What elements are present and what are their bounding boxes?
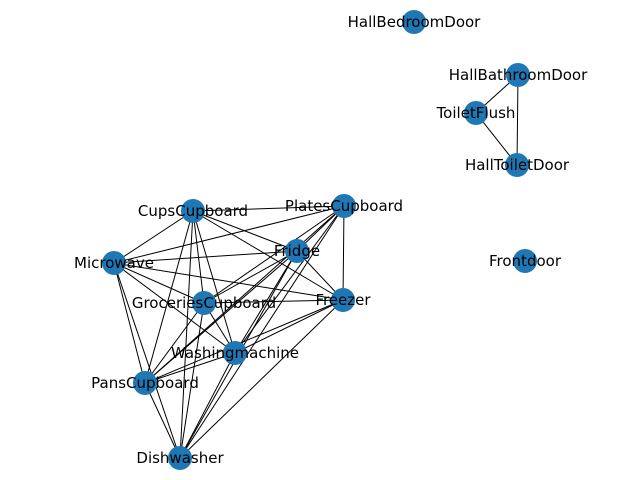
node-plates-cupboard [332, 194, 356, 218]
edge [113, 262, 236, 354]
node-label-washingmachine: Washingmachine [171, 344, 299, 362]
node-pans-cupboard [133, 371, 157, 395]
edge [113, 205, 345, 264]
edge [113, 262, 181, 459]
edge [144, 302, 205, 384]
node-label-freezer: Freezer [315, 291, 371, 309]
edge [144, 250, 298, 384]
edge [234, 299, 344, 354]
node-label-hall-toilet-door: HallToiletDoor [465, 156, 570, 174]
labels-layer: HallBedroomDoor HallBathroomDoor ToiletFlu… [74, 13, 588, 467]
edge [144, 299, 344, 384]
edge [203, 205, 345, 304]
node-label-hall-bedroom-door: HallBedroomDoor [348, 13, 482, 31]
node-label-microwave: Microwave [74, 254, 154, 272]
edge [203, 299, 344, 304]
edge [192, 210, 344, 301]
node-label-frontdoor: Frontdoor [489, 252, 562, 270]
edge [179, 352, 236, 459]
node-hall-bathroom-door [506, 63, 530, 87]
nodes-layer [102, 10, 537, 470]
node-label-toilet-flush: ToiletFlush [436, 104, 516, 122]
edge [179, 205, 345, 459]
node-label-hall-bathroom-door: HallBathroomDoor [449, 66, 588, 84]
edge [144, 352, 236, 384]
edge [203, 250, 298, 304]
node-microwave [102, 251, 126, 275]
edge [113, 262, 344, 301]
edge [144, 210, 194, 384]
node-label-dishwasher: Dishwasher [136, 449, 224, 467]
edge [342, 205, 345, 301]
edges-layer [113, 74, 519, 459]
node-cups-cupboard [181, 199, 205, 223]
edge [113, 250, 298, 264]
node-washingmachine [223, 341, 247, 365]
node-hall-toilet-door [505, 153, 529, 177]
node-freezer [331, 288, 355, 312]
node-groceries-cupboard [192, 291, 216, 315]
edge [192, 205, 345, 212]
node-toilet-flush [464, 101, 488, 125]
edge [144, 382, 181, 459]
edge [113, 262, 205, 304]
edge [144, 205, 345, 384]
node-fridge [285, 239, 309, 263]
node-frontdoor [513, 249, 537, 273]
node-hall-bedroom-door [402, 10, 426, 34]
edge [516, 74, 519, 166]
edge [179, 302, 205, 459]
node-dishwasher [168, 446, 192, 470]
node-label-fridge: Fridge [274, 242, 320, 260]
edge [179, 210, 194, 459]
edge [113, 262, 146, 384]
node-label-groceries-cupboard: GroceriesCupboard [132, 294, 276, 312]
edge [192, 210, 236, 354]
edge [179, 299, 344, 459]
edge [113, 210, 194, 264]
node-label-cups-cupboard: CupsCupboard [138, 202, 248, 220]
node-label-pans-cupboard: PansCupboard [91, 374, 199, 392]
node-label-plates-cupboard: PlatesCupboard [285, 197, 403, 215]
